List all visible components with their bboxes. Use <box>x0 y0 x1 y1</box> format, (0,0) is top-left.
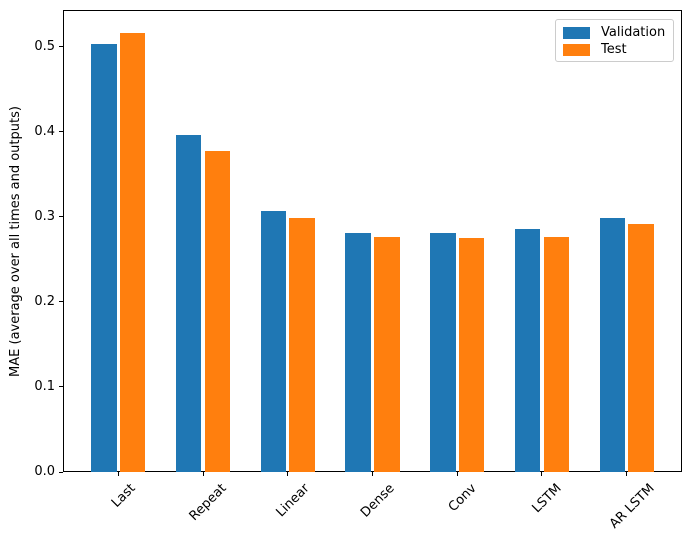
bar-test-repeat <box>204 150 231 472</box>
x-tick-label-dense: Dense <box>357 481 398 521</box>
x-tick-label-linear: Linear <box>273 481 313 521</box>
plot-area <box>63 10 682 472</box>
bar-test-ar-lstm <box>628 223 654 472</box>
legend-entry-validation: Validation <box>563 25 666 41</box>
bar-test-lstm <box>543 236 570 472</box>
x-tick-label-ar-lstm: AR LSTM <box>606 481 658 532</box>
x-tick-mark-ar-lstm <box>626 472 628 476</box>
x-tick-mark-lstm <box>541 472 543 476</box>
legend-swatch-test <box>563 44 590 56</box>
y-axis-label: MAE (average over all times and outputs) <box>7 105 23 377</box>
x-tick-label-repeat: Repeat <box>186 481 230 524</box>
y-tick-mark-0.4 <box>59 131 63 133</box>
bar-validation-repeat <box>175 135 202 472</box>
y-tick-label-0.4: 0.4 <box>34 123 55 139</box>
bar-validation-ar-lstm <box>599 217 626 472</box>
y-tick-label-0.0: 0.0 <box>34 464 55 479</box>
y-tick-mark-0.0 <box>59 471 63 473</box>
y-tick-mark-0.5 <box>59 46 63 48</box>
x-tick-mark-repeat <box>202 472 204 476</box>
bar-validation-last <box>91 44 117 472</box>
bar-validation-linear <box>260 211 287 472</box>
x-tick-mark-conv <box>456 472 458 476</box>
y-tick-label-0.5: 0.5 <box>34 38 55 54</box>
x-tick-mark-last <box>117 472 119 476</box>
y-tick-mark-0.1 <box>59 386 63 388</box>
x-tick-label-conv: Conv <box>445 481 480 515</box>
bar-test-linear <box>289 217 315 472</box>
bar-test-dense <box>374 236 400 472</box>
y-tick-mark-0.2 <box>59 301 63 303</box>
legend-swatch-validation <box>563 27 590 39</box>
bar-test-last <box>119 33 146 472</box>
bar-validation-conv <box>430 233 456 472</box>
legend-label-test: Test <box>601 42 627 57</box>
legend-label-validation: Validation <box>601 25 666 40</box>
bar-validation-dense <box>345 233 371 472</box>
bar-validation-lstm <box>514 228 541 472</box>
y-tick-label-0.3: 0.3 <box>34 208 55 224</box>
x-tick-mark-dense <box>372 472 373 476</box>
y-tick-label-0.2: 0.2 <box>34 293 55 309</box>
bar-test-conv <box>458 238 485 472</box>
x-tick-label-last: Last <box>108 481 139 511</box>
y-tick-label-0.1: 0.1 <box>34 378 55 394</box>
legend: Validation Test <box>555 19 674 62</box>
legend-entry-test: Test <box>563 42 666 58</box>
x-tick-mark-linear <box>287 472 289 476</box>
y-tick-mark-0.3 <box>59 216 63 218</box>
x-tick-label-lstm: LSTM <box>529 481 565 517</box>
